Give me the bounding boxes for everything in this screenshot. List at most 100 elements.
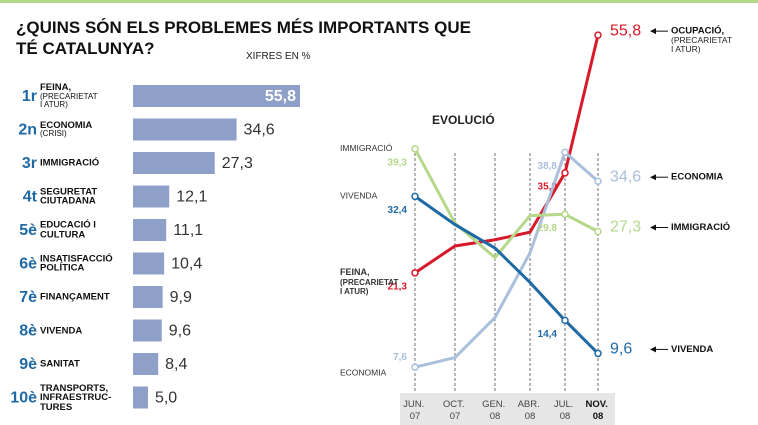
value-label: 11,1 — [173, 222, 203, 239]
x-tick-label: JUN. 07 — [403, 399, 427, 422]
value-label: 5,0 — [155, 390, 177, 407]
point — [561, 148, 569, 157]
category-note: (CRISI) — [40, 129, 67, 138]
rank-label: 8è — [19, 323, 37, 340]
value-label: 9,6 — [610, 341, 632, 358]
value-label: 7,6 — [393, 352, 407, 363]
point — [411, 145, 419, 153]
bar — [133, 353, 159, 375]
value-label: 27,3 — [610, 219, 641, 236]
series-start-label: FEINA, — [340, 267, 370, 277]
arrow-head — [650, 346, 656, 353]
x-tick-label: OCT. 07 — [443, 399, 467, 422]
category-label: TRANSPORTS, INFRAESTRUC-TURES — [40, 383, 130, 412]
point — [561, 316, 569, 325]
value-label: 14,4 — [538, 329, 558, 340]
point — [561, 169, 569, 177]
point — [411, 269, 419, 277]
series-start-label: IMMIGRACIÓ — [340, 143, 393, 153]
x-tick-label: ABR. 08 — [518, 399, 543, 422]
value-label: 12,1 — [176, 189, 207, 206]
rank-label: 3r — [22, 155, 37, 172]
bar — [133, 118, 237, 141]
x-tick-label: NOV. 08 — [586, 399, 611, 422]
series-name: VIVENDA — [671, 344, 713, 355]
bar — [133, 319, 162, 342]
category-label: FEINA, (PRECARIETAT I ATUR) — [40, 83, 130, 110]
bar — [133, 152, 215, 174]
value-label: 32,4 — [388, 205, 408, 216]
value-label: 35,8 — [538, 182, 558, 193]
bar — [133, 185, 170, 208]
series-line — [414, 149, 599, 369]
value-label: 55,8 — [610, 22, 641, 39]
point — [594, 177, 602, 185]
point — [411, 192, 419, 201]
category-name: FEINA, — [40, 81, 72, 93]
value-label: 9,6 — [169, 323, 191, 340]
chart-title: ¿QUINS SÓN ELS PROBLEMES MÉS IMPORTANTS … — [16, 18, 471, 58]
bar — [133, 252, 165, 275]
series-start-label: VIVENDA — [340, 191, 378, 201]
value-label: 39,3 — [388, 157, 408, 168]
category-label: EDUCACIÓ I CULTURA — [40, 219, 130, 240]
point — [561, 210, 569, 219]
category-label: INSATISFACCIÓ POLÍTICA — [40, 254, 130, 273]
series-start-note: (PRECARIETAT I ATUR) — [340, 278, 401, 296]
bar — [133, 286, 163, 308]
category-label: IMMIGRACIÓ — [40, 158, 130, 168]
bar — [133, 386, 148, 409]
x-axis-band — [400, 393, 615, 425]
category-name: FINANÇAMENT — [40, 291, 110, 303]
arrow-head — [650, 224, 656, 231]
chart: 1r 55,8 2n 34,6 3r 27,3 4t 12,1 5è 11,1 6è 10,4 7è 9,… — [10, 22, 734, 425]
value-label: 21,3 — [388, 281, 408, 292]
category-name: SEGURETAT CIUTADANA — [40, 186, 98, 207]
rank-label: 1r — [22, 88, 37, 105]
series-line — [414, 195, 600, 355]
value-label: 29,8 — [538, 223, 558, 234]
value-label: 27,3 — [222, 155, 253, 172]
category-label: ECONOMIA (CRISI) — [40, 120, 130, 139]
category-label: SEGURETAT CIUTADANA — [40, 187, 130, 206]
x-tick-label: JUL. 08 — [554, 399, 576, 422]
category-name: EDUCACIÓ I CULTURA — [40, 219, 96, 240]
category-name: IMMIGRACIÓ — [40, 157, 100, 169]
value-label: 10,4 — [171, 256, 202, 273]
series-name: IMMIGRACIÓ — [671, 221, 730, 233]
arrow-head — [650, 28, 656, 35]
x-tick-label: GEN. 08 — [482, 399, 508, 422]
arrow-head — [650, 174, 656, 181]
value-label: 34,6 — [610, 168, 641, 185]
category-label: SANITAT — [40, 359, 130, 369]
series-line — [414, 34, 600, 275]
category-name: INSATISFACCIÓ POLÍTICA — [40, 253, 113, 274]
point — [594, 227, 602, 236]
series-line — [413, 148, 599, 260]
rank-label: 10è — [10, 390, 37, 407]
point — [594, 349, 602, 358]
bar — [133, 219, 167, 241]
category-name: TRANSPORTS, INFRAESTRUC-TURES — [40, 382, 112, 413]
series-start-label: ECONOMIA — [340, 367, 387, 377]
chart-subtitle: XIFRES EN % — [246, 51, 311, 62]
series-note: (PRECARIETAT I ATUR) — [671, 35, 734, 54]
value-label: 8,4 — [165, 356, 187, 373]
value-label: 9,9 — [170, 289, 192, 306]
rank-label: 6è — [19, 256, 37, 273]
series-name: ECONOMIA — [671, 172, 723, 183]
category-name: VIVENDA — [40, 324, 83, 336]
value-label: 38,8 — [538, 161, 558, 172]
rank-label: 5è — [19, 222, 37, 239]
category-note: (PRECARIETAT I ATUR) — [40, 91, 98, 109]
rank-label: 7è — [19, 289, 37, 306]
rank-label: 4t — [23, 189, 38, 206]
category-label: VIVENDA — [40, 326, 130, 336]
series-name: OCUPACIÓ, — [671, 25, 724, 37]
value-label: 55,8 — [265, 88, 296, 105]
rank-label: 2n — [18, 122, 37, 139]
rank-label: 9è — [19, 356, 37, 373]
point — [594, 31, 602, 39]
category-label: FINANÇAMENT — [40, 292, 130, 302]
